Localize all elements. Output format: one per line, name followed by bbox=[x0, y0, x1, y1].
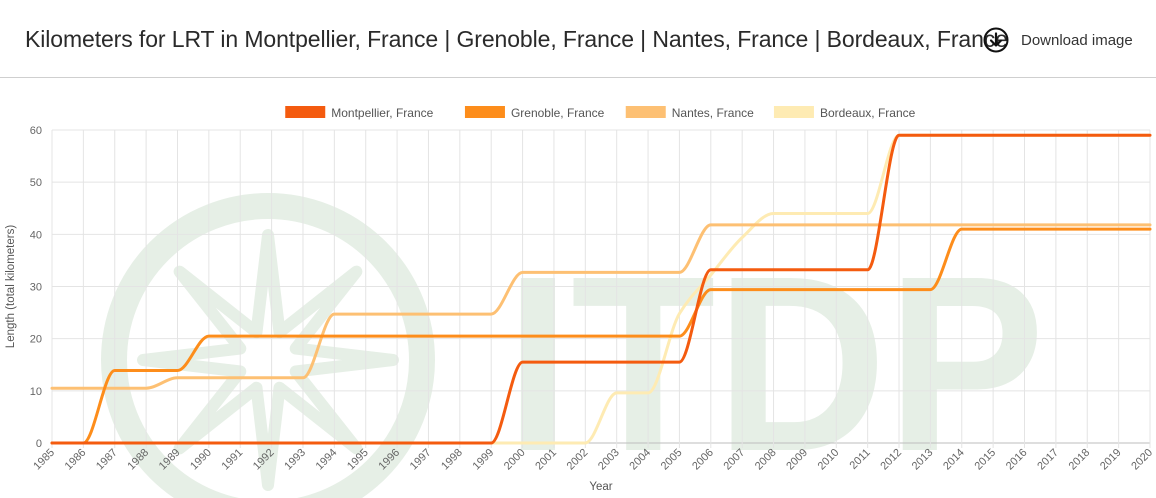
chart-legend: Montpellier, France Grenoble, France Nante… bbox=[285, 106, 916, 120]
legend-item-grenoble: Grenoble, France bbox=[464, 106, 605, 120]
x-tick-label: 1991 bbox=[220, 447, 246, 473]
x-tick-label: 1987 bbox=[94, 447, 120, 473]
series-line-nantes bbox=[50, 223, 1152, 390]
legend-swatch bbox=[464, 106, 505, 118]
x-tick-label: 1985 bbox=[31, 447, 57, 473]
y-tick-label: 10 bbox=[30, 386, 42, 398]
y-tick-label: 30 bbox=[30, 282, 42, 294]
series-line-montpellier bbox=[50, 133, 1152, 445]
download-circle-icon bbox=[983, 27, 1009, 53]
legend-swatch bbox=[773, 106, 814, 118]
download-image-label: Download image bbox=[1021, 31, 1133, 49]
x-tick-label: 1986 bbox=[63, 447, 89, 473]
x-tick-label: 2020 bbox=[1129, 447, 1155, 473]
x-tick-label: 1990 bbox=[188, 447, 214, 473]
x-tick-label: 1994 bbox=[314, 447, 340, 473]
legend-label: Grenoble, France bbox=[511, 106, 605, 120]
chart-title: Kilometers for LRT in Montpellier, Franc… bbox=[25, 26, 1008, 52]
legend-item-nantes: Nantes, France bbox=[625, 106, 754, 120]
series-line-grenoble bbox=[50, 227, 1152, 445]
legend-swatch bbox=[625, 106, 666, 118]
legend-label: Montpellier, France bbox=[331, 106, 433, 120]
x-tick-label: 1999 bbox=[471, 447, 497, 473]
download-image-button[interactable]: Download image bbox=[983, 27, 1133, 53]
chart-series bbox=[50, 133, 1152, 445]
y-tick-label: 0 bbox=[36, 438, 42, 450]
y-tick-label: 20 bbox=[30, 334, 42, 346]
x-tick-label: 1998 bbox=[439, 447, 465, 473]
legend-label: Nantes, France bbox=[672, 106, 754, 120]
y-tick-label: 40 bbox=[30, 229, 42, 241]
x-axis-title: Year bbox=[589, 481, 612, 493]
y-axis-ticks: 0 10 20 30 40 50 60 bbox=[30, 125, 42, 450]
watermark-ring bbox=[101, 193, 435, 498]
legend-item-montpellier: Montpellier, France bbox=[285, 106, 434, 120]
x-tick-label: 1997 bbox=[408, 447, 434, 473]
y-axis-title: Length (total kilometers) bbox=[5, 225, 17, 349]
x-tick-label: 2018 bbox=[1067, 447, 1093, 473]
chart-header: Kilometers for LRT in Montpellier, Franc… bbox=[0, 0, 1156, 78]
legend-item-bordeaux: Bordeaux, France bbox=[773, 106, 916, 120]
legend-label: Bordeaux, France bbox=[820, 106, 916, 120]
x-tick-label: 1993 bbox=[282, 447, 308, 473]
y-tick-label: 60 bbox=[30, 125, 42, 137]
legend-swatch bbox=[285, 106, 326, 118]
x-tick-label: 2019 bbox=[1098, 447, 1124, 473]
y-tick-label: 50 bbox=[30, 177, 42, 189]
watermark-star bbox=[137, 229, 399, 491]
